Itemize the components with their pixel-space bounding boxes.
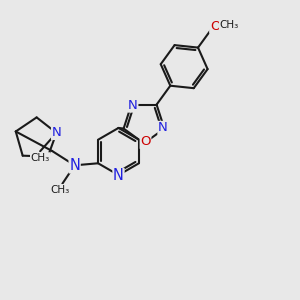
Text: N: N <box>69 158 80 173</box>
Text: N: N <box>158 122 168 134</box>
Text: CH₃: CH₃ <box>31 153 50 163</box>
Text: N: N <box>113 169 124 184</box>
Text: O: O <box>140 135 151 148</box>
Text: CH₃: CH₃ <box>50 184 70 195</box>
Text: N: N <box>128 99 138 112</box>
Text: O: O <box>210 20 220 33</box>
Text: N: N <box>52 126 61 140</box>
Text: CH₃: CH₃ <box>220 20 239 30</box>
